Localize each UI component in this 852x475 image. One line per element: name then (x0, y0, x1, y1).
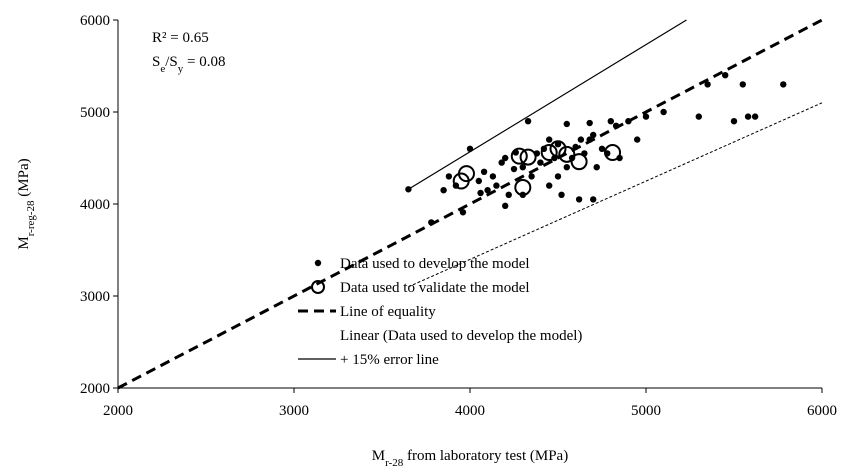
dev-point (704, 81, 711, 88)
dev-point (477, 189, 484, 197)
legend-label: Data used to validate the model (340, 280, 530, 296)
x-tick-label: 2000 (103, 403, 133, 419)
x-axis-title-part: M (372, 448, 385, 464)
dev-point (537, 159, 544, 166)
y-axis-title-part: r-reg-28 (25, 200, 37, 236)
val-point (549, 140, 567, 158)
dev-point (590, 131, 597, 139)
dev-point (660, 108, 667, 116)
dev-point (554, 141, 562, 148)
val-point (519, 148, 537, 166)
dev-point (480, 168, 488, 175)
dev-point (502, 154, 509, 162)
x-axis-title: Mr-28 from laboratory test (MPa) (372, 448, 568, 469)
dev-point (590, 196, 597, 203)
dev-point (519, 164, 526, 171)
y-tick-label: 5000 (80, 105, 110, 121)
legend-symbol (311, 280, 325, 294)
line (408, 19, 687, 190)
dev-point (722, 72, 729, 79)
dev-point (577, 136, 585, 143)
legend-label: Line of equality (340, 304, 436, 320)
dev-point (498, 159, 505, 166)
dev-point (563, 164, 570, 171)
dev-point (780, 81, 787, 88)
legend-label: Linear (Data used to develop the model) (340, 328, 582, 344)
y-axis-title-part: (MPa) (16, 158, 32, 200)
dev-point (634, 136, 641, 143)
y-axis-title-part: M (16, 236, 32, 249)
dev-point (489, 173, 497, 180)
legend-label: + 15% error line (340, 352, 439, 368)
val-point (514, 178, 532, 196)
line (408, 102, 823, 288)
y-tick-label: 3000 (80, 289, 110, 305)
dev-point (751, 113, 759, 120)
x-tick-label: 3000 (279, 403, 309, 419)
dev-point (524, 118, 532, 125)
val-point (558, 145, 576, 163)
dev-point (546, 182, 553, 189)
dev-point (405, 186, 412, 193)
val-point (604, 143, 622, 161)
annotation-part: R² = 0.65 (152, 30, 209, 46)
dev-point (607, 118, 614, 125)
val-point (570, 153, 588, 171)
y-tick-label: 2000 (80, 381, 110, 397)
annotation-part: e (160, 63, 165, 75)
x-axis-title-part: r-28 (385, 457, 404, 469)
annotation: R² = 0.65 (152, 30, 209, 46)
val-point (457, 165, 475, 183)
annotation-part: /S (165, 54, 178, 70)
y-axis-title: Mr-reg-28 (MPa) (16, 158, 37, 249)
dev-point (730, 118, 738, 125)
dev-point (440, 187, 447, 194)
dev-point (586, 119, 593, 127)
annotation-part: S (152, 54, 160, 70)
dev-point (642, 113, 650, 120)
val-point (540, 143, 558, 161)
dev-point (528, 173, 535, 180)
y-tick-label: 4000 (80, 197, 110, 213)
dev-point (558, 191, 565, 198)
dev-point (744, 113, 752, 120)
dev-point (563, 120, 570, 128)
annotation-part: y (178, 63, 184, 75)
dev-point (484, 187, 491, 194)
val-point (510, 147, 528, 165)
dev-point (546, 136, 553, 143)
dev-point (510, 165, 518, 173)
dev-point (598, 145, 606, 152)
dev-point (459, 209, 467, 216)
annotation: Se/Sy = 0.08 (152, 54, 225, 75)
dev-point (502, 202, 509, 210)
dev-point (505, 191, 512, 198)
dev-point (695, 113, 702, 120)
x-axis-title-part: from laboratory test (MPa) (403, 448, 568, 464)
x-tick-label: 5000 (631, 403, 661, 419)
dev-point (739, 81, 746, 88)
dev-point (554, 173, 562, 180)
x-tick-label: 6000 (807, 403, 837, 419)
x-tick-label: 4000 (455, 403, 485, 419)
dev-point (575, 196, 583, 203)
line (117, 18, 823, 390)
dev-point (593, 164, 600, 171)
legend-symbol (314, 259, 322, 267)
dev-point (445, 173, 453, 180)
y-tick-label: 6000 (80, 13, 110, 29)
legend-label: Data used to develop the model (340, 256, 530, 272)
dev-point (475, 177, 482, 185)
annotation-part: = 0.08 (183, 54, 225, 70)
dev-point (493, 182, 500, 189)
